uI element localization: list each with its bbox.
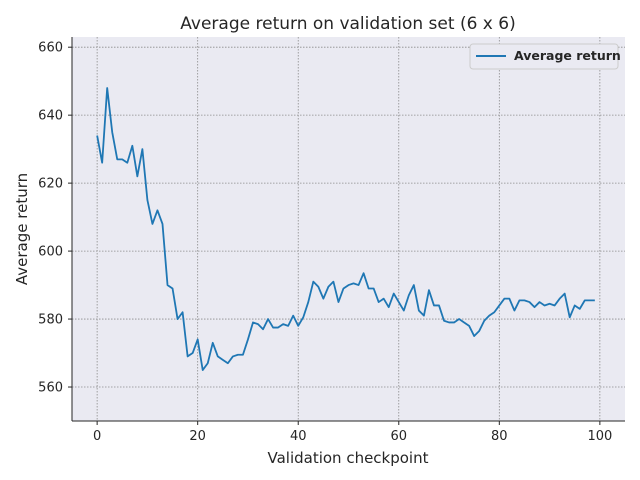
x-tick-label: 20 xyxy=(189,429,206,444)
legend-label: Average return xyxy=(514,48,621,63)
ticks: 0 20 40 60 80 100 560 580 600 620 640 660 xyxy=(38,41,612,444)
series-group xyxy=(96,87,595,371)
y-tick-label: 600 xyxy=(38,245,63,260)
x-tick-label: 0 xyxy=(93,429,101,444)
y-tick-label: 580 xyxy=(38,313,63,328)
x-tick-label: 60 xyxy=(390,429,407,444)
y-tick-label: 620 xyxy=(38,177,63,192)
y-axis-label: Average return xyxy=(13,173,31,285)
x-tick-label: 100 xyxy=(587,429,612,444)
plot-area xyxy=(72,37,625,421)
legend-box xyxy=(469,43,619,70)
legend: Average return xyxy=(469,43,621,70)
y-tick-label: 660 xyxy=(38,41,63,56)
series-line-0 xyxy=(96,87,595,371)
chart-title: Average return on validation set (6 x 6) xyxy=(180,14,515,34)
x-tick-label: 80 xyxy=(491,429,508,444)
grid xyxy=(72,37,625,421)
x-axis-label: Validation checkpoint xyxy=(267,449,428,467)
y-tick-label: 640 xyxy=(38,109,63,124)
x-tick-label: 40 xyxy=(290,429,307,444)
y-tick-label: 560 xyxy=(38,381,63,396)
